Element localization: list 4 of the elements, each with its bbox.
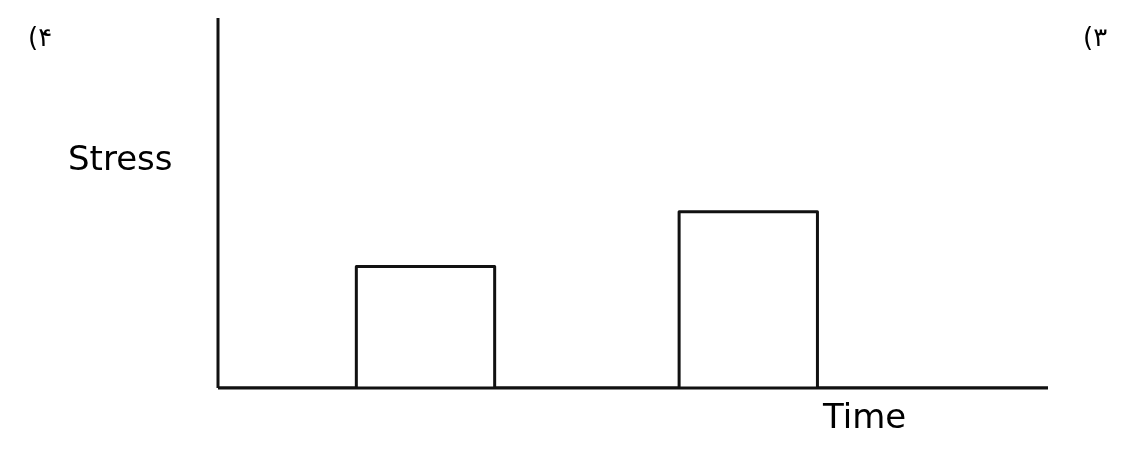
x-axis-title: Time <box>823 396 907 436</box>
y-axis-title: Stress <box>68 138 173 178</box>
text: (۳ <box>1083 22 1108 52</box>
text: (۴ <box>28 22 53 52</box>
